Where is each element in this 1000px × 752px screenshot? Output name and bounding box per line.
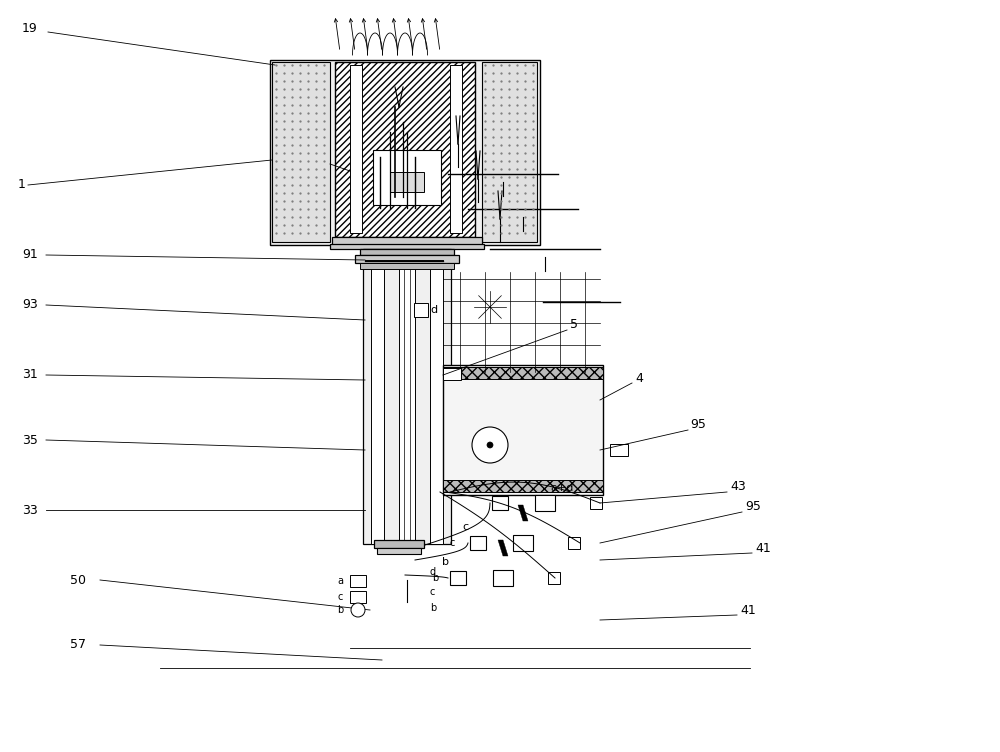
Bar (360, 263, 454, 269)
Bar (443, 480, 603, 492)
Text: 35: 35 (22, 433, 38, 447)
Bar (360, 249, 454, 255)
Bar (350, 65, 362, 233)
Circle shape (472, 427, 508, 463)
Bar (371, 249, 384, 544)
Text: 4: 4 (635, 371, 643, 384)
Polygon shape (540, 465, 550, 481)
Bar (332, 237, 482, 245)
Bar (470, 536, 486, 550)
Text: 5: 5 (570, 319, 578, 332)
Text: 43: 43 (730, 481, 746, 493)
Bar (492, 496, 508, 510)
Text: b: b (442, 557, 449, 567)
Bar (363, 249, 451, 544)
Bar (374, 540, 424, 548)
Text: 31: 31 (22, 368, 38, 381)
Bar (443, 367, 603, 379)
Text: 50: 50 (70, 574, 86, 587)
Text: c: c (450, 538, 455, 548)
Bar (535, 495, 555, 511)
Bar (330, 244, 484, 249)
Polygon shape (543, 367, 603, 480)
Bar (450, 65, 462, 233)
Text: 57: 57 (70, 638, 86, 651)
Text: 33: 33 (22, 504, 38, 517)
Bar (568, 537, 580, 549)
Text: 95: 95 (690, 419, 706, 432)
Text: d: d (430, 567, 436, 577)
Text: b: b (430, 603, 436, 613)
Text: c: c (338, 592, 343, 602)
Text: 19: 19 (22, 22, 38, 35)
Bar (610, 444, 628, 456)
Circle shape (351, 603, 365, 617)
Text: c: c (462, 522, 468, 532)
Bar (350, 591, 366, 603)
Bar (390, 172, 424, 192)
Text: c: c (430, 587, 435, 597)
Text: 95: 95 (745, 501, 761, 514)
Bar (443, 368, 461, 380)
Bar (377, 548, 421, 554)
Bar (590, 497, 602, 509)
Polygon shape (518, 505, 528, 521)
Bar (450, 571, 466, 585)
Bar (355, 255, 459, 263)
Bar (272, 62, 330, 242)
Bar (414, 303, 428, 317)
Text: b: b (432, 573, 438, 583)
Bar (548, 572, 560, 584)
Bar (404, 249, 410, 544)
Text: d: d (430, 305, 437, 315)
Bar (335, 62, 475, 237)
Bar (443, 365, 603, 495)
Text: b: b (337, 605, 343, 615)
Bar (373, 150, 441, 205)
Text: 93: 93 (22, 299, 38, 311)
Bar (513, 535, 533, 551)
Bar (399, 249, 415, 544)
Bar (482, 62, 537, 242)
Circle shape (487, 442, 493, 448)
Text: a: a (337, 576, 343, 586)
Bar (350, 575, 366, 587)
Polygon shape (498, 540, 508, 556)
Bar (430, 249, 443, 544)
Text: 41: 41 (740, 604, 756, 617)
Bar (493, 570, 513, 586)
Text: 1: 1 (18, 178, 26, 192)
Text: 91: 91 (22, 248, 38, 262)
Bar (270, 60, 540, 245)
Text: a+d: a+d (550, 483, 573, 493)
Text: 41: 41 (755, 541, 771, 554)
